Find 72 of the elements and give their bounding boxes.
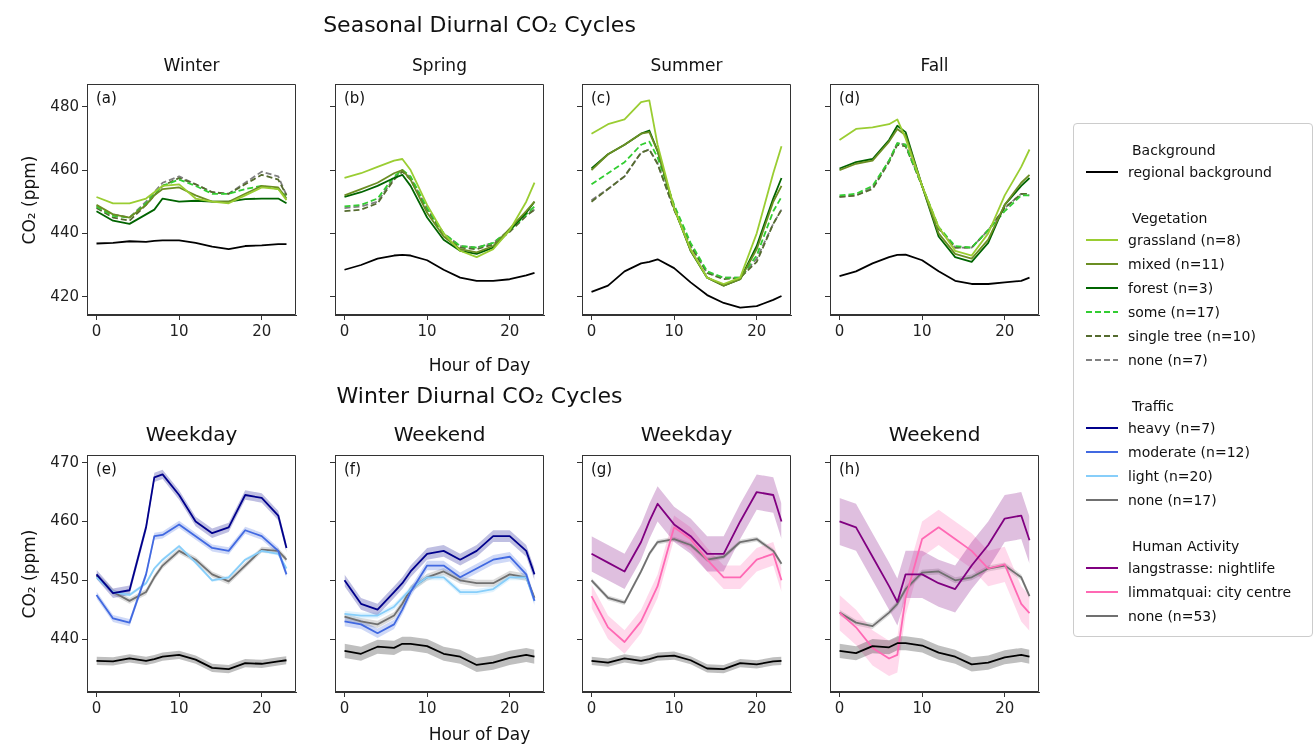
legend-label: none (n=7) [1128,352,1208,368]
x-tick-label: 20 [995,698,1015,717]
legend-label: light (n=20) [1128,468,1213,484]
x-tick-label: 0 [834,698,845,717]
legend-label: some (n=17) [1128,304,1220,320]
x-tick-label: 0 [834,321,845,340]
legend-title: Background [1132,142,1217,158]
x-tick-label: 10 [417,698,437,717]
annotation: (g) [591,460,613,479]
x-tick-label: 10 [912,321,932,340]
x-tick-label: 0 [91,321,102,340]
chart-title: Winter [163,54,220,75]
y-tick-label: 450 [50,570,79,589]
x-tick-label: 10 [664,321,684,340]
y-tick-label: 460 [50,159,79,178]
x-tick-label: 20 [500,321,520,340]
x-tick-label: 0 [339,321,350,340]
annotation: (b) [344,89,366,108]
chart-title: Weekday [640,422,733,447]
legend-label: single tree (n=10) [1128,328,1256,344]
chart-title: Weekend [393,422,486,447]
y-tick-label: 470 [50,452,79,471]
annotation: (a) [96,89,117,108]
x-axis-title: Hour of Day [428,724,531,744]
legend-label: forest (n=3) [1128,280,1214,296]
y-tick-label: 440 [50,223,79,242]
x-tick-label: 20 [252,321,272,340]
legend-label: heavy (n=7) [1128,420,1216,436]
legend-title: Vegetation [1132,210,1209,226]
annotation: (c) [591,89,611,108]
y-axis-title: CO₂ (ppm) [19,155,39,244]
annotation: (h) [839,460,861,479]
x-tick-label: 0 [586,698,597,717]
x-tick-label: 20 [252,698,272,717]
text: mixed (n=11) [1128,256,1225,272]
legend-label: moderate (n=12) [1128,444,1250,460]
legend-label: none (n=53) [1128,608,1217,624]
annotation: (f) [344,460,361,479]
annotation: (e) [96,460,117,479]
chart-title: Weekday [145,422,238,447]
x-tick-label: 20 [995,321,1015,340]
x-tick-label: 20 [747,698,767,717]
x-tick-label: 10 [169,321,189,340]
chart-title: Weekend [888,422,981,447]
y-tick-label: 460 [50,511,79,530]
legend-label: limmatquai: city centre [1128,584,1292,600]
x-tick-label: 0 [339,698,350,717]
chart-title: Fall [920,54,949,75]
x-tick-label: 10 [417,321,437,340]
x-tick-label: 10 [664,698,684,717]
annotation: (d) [839,89,861,108]
x-tick-label: 20 [747,321,767,340]
y-tick-label: 480 [50,96,79,115]
y-tick-label: 440 [50,628,79,647]
y-tick-label: 420 [50,286,79,305]
legend-label: none (n=17) [1128,492,1217,508]
x-tick-label: 10 [169,698,189,717]
x-tick-label: 20 [500,698,520,717]
chart-subtitle: Winter Diurnal CO₂ Cycles [336,383,623,408]
y-axis-title: CO₂ (ppm) [19,529,39,618]
chart-title: Summer [650,54,723,75]
x-tick-label: 10 [912,698,932,717]
x-tick-label: 0 [586,321,597,340]
text: grassland (n=8) [1128,232,1241,248]
chart-subtitle: Seasonal Diurnal CO₂ Cycles [323,12,636,37]
x-tick-label: 0 [91,698,102,717]
x-axis-title: Hour of Day [428,355,531,375]
legend-label: langstrasse: nightlife [1128,560,1276,576]
legend-title: Traffic [1132,398,1176,414]
legend-title: Human Activity [1132,538,1241,554]
chart-title: Spring [412,54,467,75]
legend-label: regional background [1128,164,1272,180]
